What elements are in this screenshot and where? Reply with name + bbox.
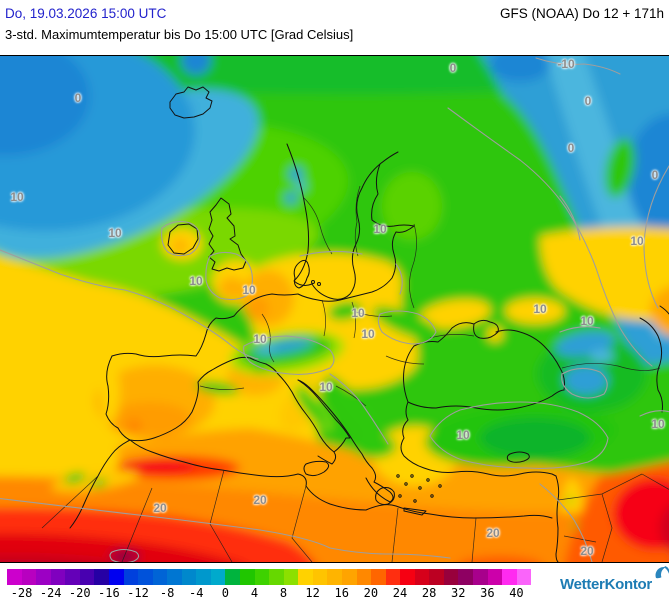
legend-color-segment — [240, 569, 255, 585]
wetterkontor-logo-text: WetterKontor — [560, 576, 652, 593]
legend-tick-label: 36 — [480, 586, 495, 600]
legend-color-segment — [371, 569, 386, 585]
legend-color-segment — [108, 569, 124, 585]
legend-color-segment — [443, 569, 459, 585]
legend-tick-label: 8 — [279, 586, 288, 600]
legend-color-segment — [414, 569, 430, 585]
legend-color-segment — [269, 569, 284, 585]
legend-tick-label: 0 — [221, 586, 229, 600]
legend-ticks: -28 -24 -20 -16 -12 -8 -4 0 4 8 12 16 20 24 28 32 36 40 — [0, 586, 560, 600]
legend-color-segment — [502, 569, 517, 585]
legend-color-segment — [210, 569, 226, 585]
legend-tick-label: -24 — [39, 586, 62, 600]
legend-color-segment — [458, 569, 473, 585]
legend-color-segment — [21, 569, 37, 585]
map-title: 3-std. Maximumtemperatur bis Do 15:00 UT… — [5, 27, 354, 42]
legend-color-segment — [196, 569, 211, 585]
coastlines — [69, 86, 669, 562]
legend-color-segment — [298, 569, 313, 585]
legend-color-segment — [123, 569, 139, 585]
legend-color-segment — [167, 569, 182, 585]
legend-tick-label: -12 — [127, 586, 149, 600]
legend-tick-label: -8 — [159, 586, 175, 600]
legend-color-segment — [79, 569, 95, 585]
legend-color-segment — [283, 569, 299, 585]
legend-color-segment — [487, 569, 503, 585]
legend-tick-label: 24 — [392, 586, 408, 600]
isotherm-contours — [0, 57, 669, 562]
wetterkontor-logo[interactable]: WetterKontor — [560, 566, 669, 597]
legend-color-segment — [400, 569, 415, 585]
legend-tick-label: -28 — [10, 586, 33, 600]
legend-color-segment — [516, 569, 532, 585]
legend-tick-label: 40 — [509, 586, 524, 600]
legend-color-segment — [36, 569, 51, 585]
legend-tick-label: 20 — [363, 586, 379, 600]
europe-temperature-map: 0 0 -10 0 0 0 10 10 10 10 10 10 10 10 10 10 10 10 10 10 20 20… — [0, 55, 669, 563]
temperature-field-graphic — [0, 56, 669, 562]
legend-color-segment — [327, 569, 342, 585]
legend-tick-label: -20 — [68, 586, 91, 600]
legend-tick-label: 28 — [421, 586, 437, 600]
legend-color-segment — [341, 569, 357, 585]
legend-tick-label: 12 — [305, 586, 320, 600]
legend-color-bar — [7, 569, 532, 585]
legend-color-segment — [254, 569, 270, 585]
legend-color-segment — [225, 569, 240, 585]
legend-color-segment — [138, 569, 153, 585]
legend-tick-label: 32 — [450, 586, 466, 600]
legend-color-segment — [65, 569, 80, 585]
legend-tick-label: -4 — [188, 586, 204, 600]
legend-color-segment — [152, 569, 168, 585]
legend-tick-label: 4 — [250, 586, 259, 600]
legend-tick-label: -16 — [98, 586, 120, 600]
legend-color-segment — [385, 569, 401, 585]
legend-color-segment — [7, 569, 22, 585]
datetime: Do, 19.03.2026 15:00 UTC — [5, 6, 167, 21]
legend-tick-label: 16 — [334, 586, 349, 600]
wetterkontor-globe-icon — [653, 565, 669, 586]
legend-color-segment — [356, 569, 372, 585]
legend-color-segment — [50, 569, 66, 585]
model-run-label: GFS (NOAA) Do 12 + 171h — [500, 6, 664, 21]
legend-color-segment — [429, 569, 444, 585]
header-line1: Do, 19.03.2026 15:00 UTC GFS (NOAA) Do 1… — [5, 6, 664, 24]
legend-color-segment — [94, 569, 109, 585]
legend-color-segment — [473, 569, 488, 585]
legend-color-segment — [312, 569, 328, 585]
legend-color-segment — [181, 569, 197, 585]
